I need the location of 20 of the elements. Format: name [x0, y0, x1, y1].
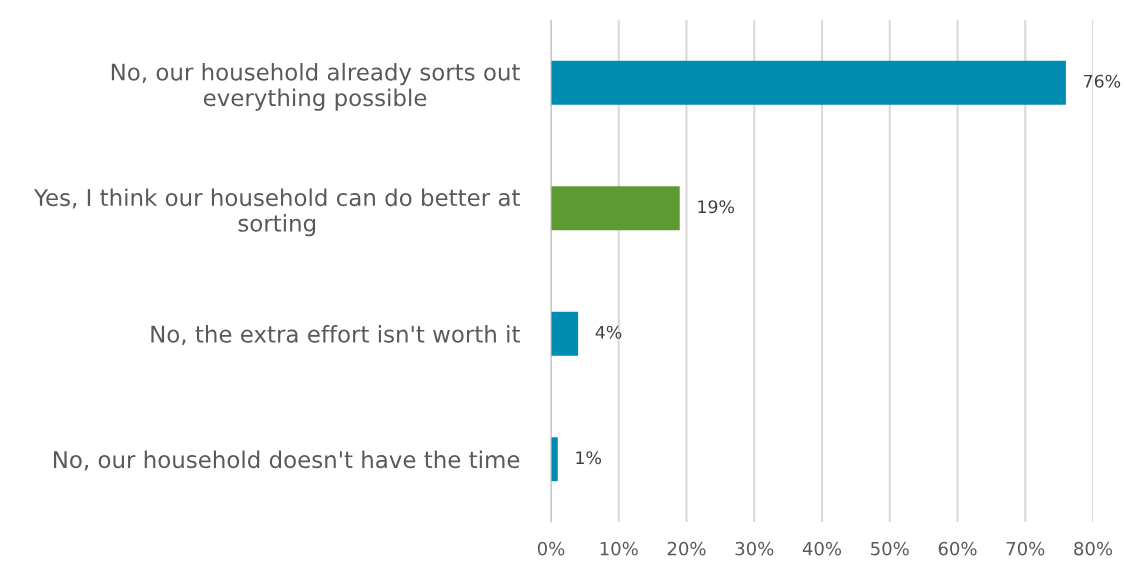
bar	[551, 311, 579, 356]
bar	[551, 186, 680, 231]
x-tick-label: 70%	[1006, 541, 1045, 556]
x-tick-label: 60%	[938, 541, 977, 556]
x-tick-label: 80%	[1074, 541, 1113, 556]
data-label: 76%	[1083, 74, 1121, 88]
y-tick-label: Yes, I think our household can do better at sorting	[33, 188, 520, 237]
y-tick-label: No, our household doesn't have the time	[53, 450, 520, 471]
data-label: 4%	[595, 325, 622, 339]
x-tick-label: 40%	[802, 541, 842, 556]
x-tick-label: 10%	[600, 541, 638, 556]
y-tick-label: No, our household already sorts out everything possible	[111, 62, 520, 111]
data-label: 19%	[698, 200, 735, 214]
data-label: 1%	[576, 451, 602, 465]
x-tick-label: 20%	[667, 541, 706, 556]
x-tick-label: 0%	[537, 541, 565, 556]
y-tick-label: No, the extra effort isn't worth it	[151, 325, 520, 346]
bar	[551, 60, 1066, 105]
x-tick-label: 50%	[871, 541, 909, 556]
x-tick-label: 30%	[735, 541, 774, 556]
